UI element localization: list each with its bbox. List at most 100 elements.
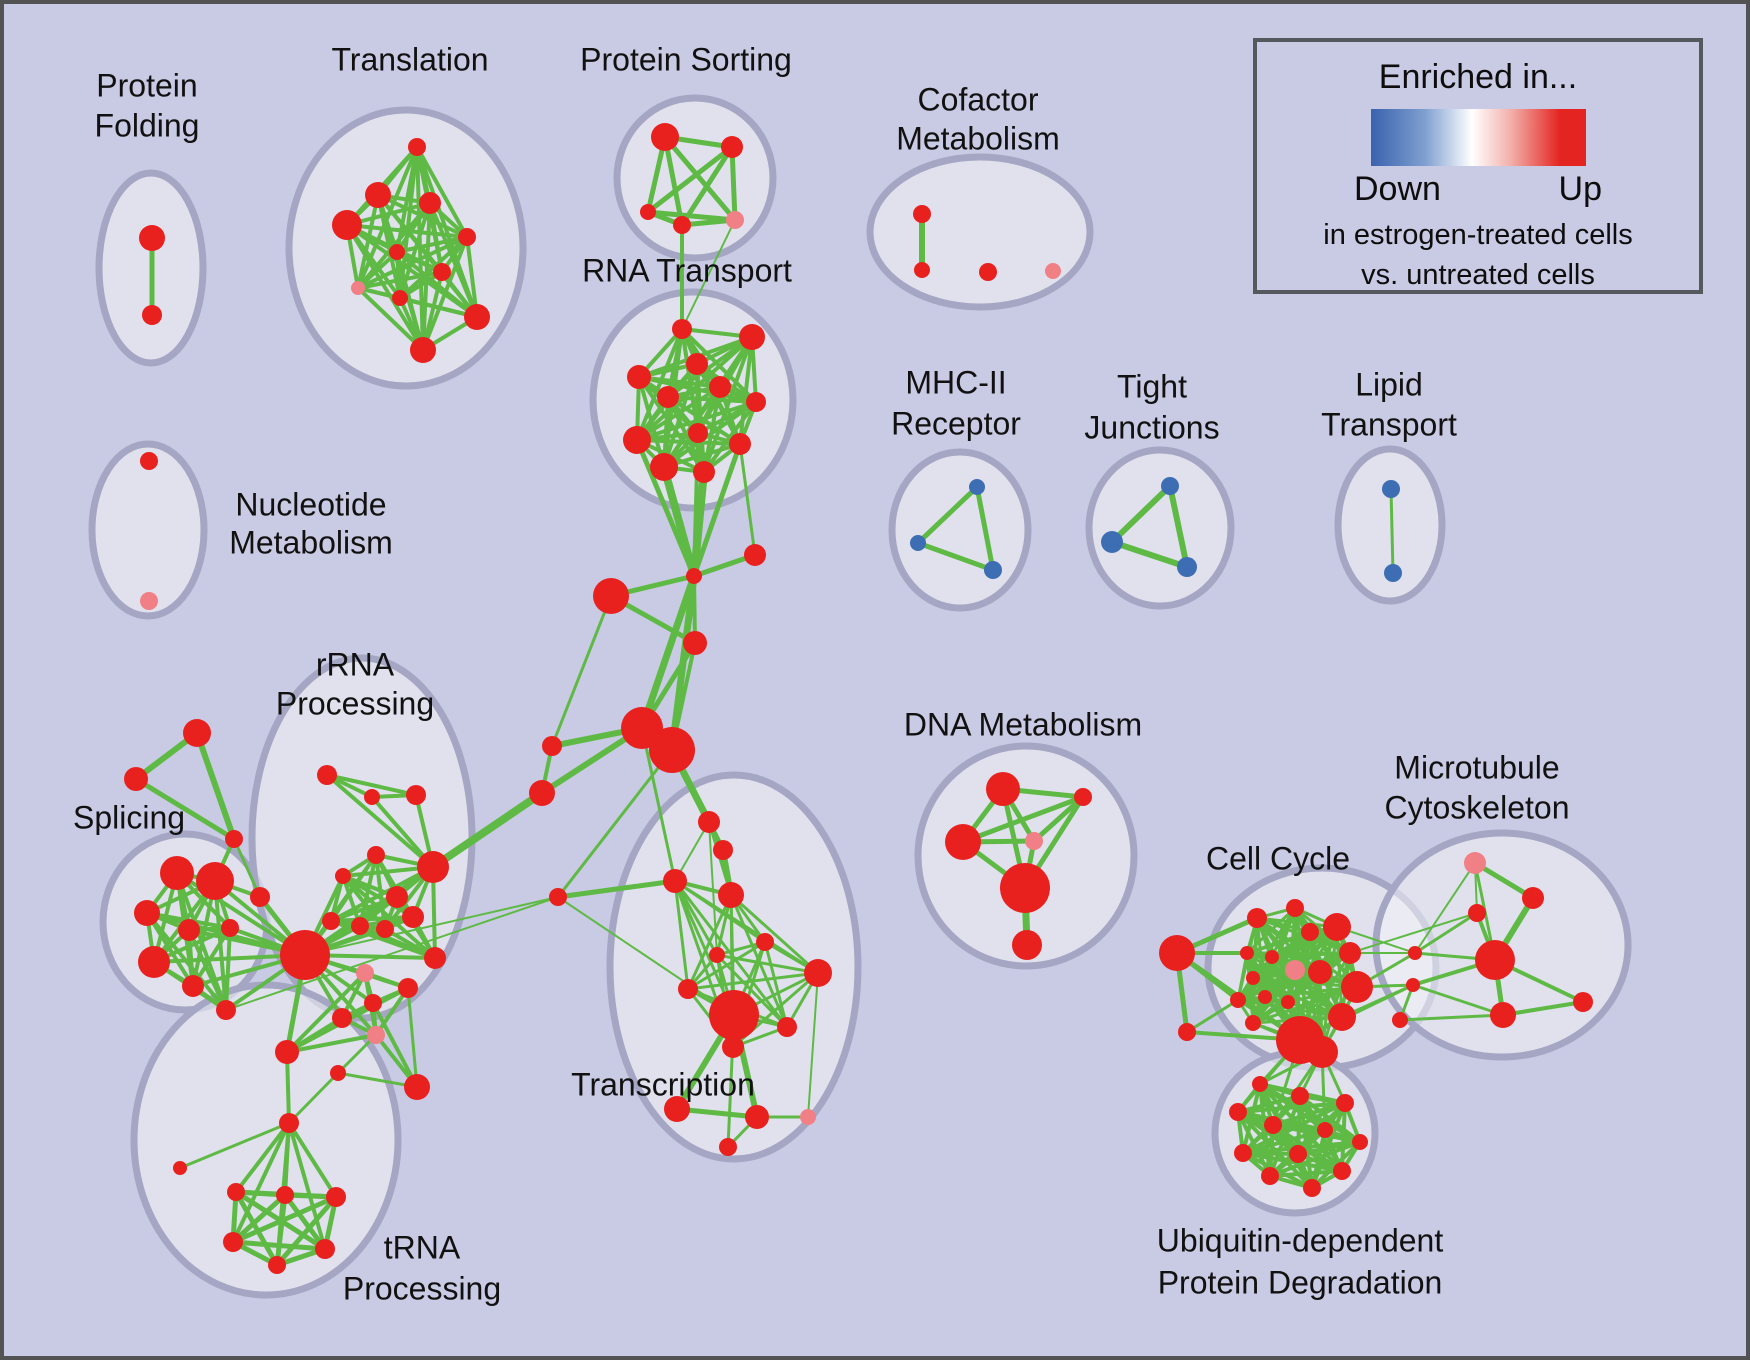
edge-r1-r6 <box>325 773 435 869</box>
node-c18 <box>1328 1003 1356 1031</box>
edge-ps2-ps5 <box>729 144 738 223</box>
cluster-label-nucleotide-metabolism: Nucleotide <box>235 486 386 522</box>
node-s4 <box>178 919 200 941</box>
edge-t8-t11 <box>356 286 425 352</box>
node-m6 <box>1573 992 1593 1012</box>
node-c16 <box>1245 1015 1261 1031</box>
node-h3 <box>593 578 629 614</box>
edge-tr_h-tr_b <box>234 1121 291 1194</box>
cluster-ellipse-tight-junctions <box>1085 446 1235 610</box>
node-xh <box>709 990 759 1040</box>
node-c10 <box>1339 942 1361 964</box>
edge-ps1-ps4 <box>662 134 685 228</box>
node-ps2 <box>721 136 743 158</box>
edge-b1-m3 <box>1413 911 1479 955</box>
node-x14 <box>719 1138 737 1156</box>
edge-tr_i-tr_j <box>336 1071 419 1089</box>
node-tj3 <box>1177 557 1197 577</box>
edge-tr_d-tr_g <box>274 1194 339 1268</box>
node-r2 <box>364 789 380 805</box>
legend-subtitle-1: in estrogen-treated cells <box>1323 219 1633 251</box>
edge-sa-sc <box>194 730 237 842</box>
node-h1 <box>686 568 702 584</box>
node-tr_e <box>223 1232 243 1252</box>
node-tr_g <box>268 1256 286 1274</box>
node-s3 <box>134 900 160 926</box>
node-m4 <box>1475 940 1515 980</box>
node-t7 <box>433 263 451 281</box>
node-t5 <box>458 228 476 246</box>
cluster-label-ubiquitin-degradation: Protein Degradation <box>1158 1264 1443 1300</box>
edge-t1-t5 <box>415 145 469 239</box>
edge-tr_h-tr_d <box>287 1121 338 1199</box>
node-d6 <box>1012 930 1042 960</box>
edge-m1-m2 <box>1472 860 1536 901</box>
edge-tr_h-tr_e <box>231 1121 291 1244</box>
edge-m5-m7 <box>1398 1013 1505 1022</box>
edge-tj1-tj3 <box>1167 483 1190 570</box>
node-h6 <box>529 780 555 806</box>
node-s8 <box>216 1000 236 1020</box>
node-d2 <box>1074 788 1092 806</box>
node-c14 <box>1258 990 1272 1004</box>
cluster-ellipse-nucleotide-metabolism <box>88 440 208 620</box>
node-x5 <box>756 933 774 951</box>
node-s1 <box>160 856 194 890</box>
node-ps5 <box>726 211 744 229</box>
edge-b1-m1 <box>1414 862 1476 954</box>
node-tj1 <box>1161 477 1179 495</box>
edge-rt6-rt7 <box>666 395 758 404</box>
cluster-label-tight-junctions: Junctions <box>1084 409 1219 445</box>
cluster-label-tight-junctions: Tight <box>1117 368 1187 404</box>
node-t3 <box>419 192 441 214</box>
edge-rt9-h1 <box>634 437 697 579</box>
node-u7 <box>1234 1144 1252 1162</box>
node-r10 <box>351 917 369 935</box>
edge-tr_c-tr_e <box>230 1192 288 1245</box>
node-ps1 <box>651 123 679 151</box>
edge-tr_j-r17 <box>406 986 419 1089</box>
cluster-label-ubiquitin-degradation: Ubiquitin-dependent <box>1157 1222 1444 1258</box>
node-r6 <box>417 851 449 883</box>
edge-u10-u11 <box>1268 1169 1344 1178</box>
node-d5 <box>1000 863 1050 913</box>
edge-s8-h7 <box>225 896 559 1011</box>
node-t4 <box>332 210 362 240</box>
node-m5 <box>1490 1002 1516 1028</box>
edge-rt2-rt10 <box>738 335 754 446</box>
node-c2 <box>1247 908 1267 928</box>
edge-h6-r6 <box>429 789 546 871</box>
edge-c10-m3 <box>1349 912 1478 954</box>
cluster-label-protein-folding: Folding <box>95 107 200 143</box>
node-h4 <box>683 631 707 655</box>
edge-t4-t5 <box>345 223 469 239</box>
node-l2 <box>1384 564 1402 582</box>
node-d4 <box>945 824 981 860</box>
edge-tr_d-tr_e <box>230 1194 339 1245</box>
node-rt1 <box>672 319 692 339</box>
edge-c10-c16 <box>1251 951 1352 1025</box>
edge-rt9-rt10 <box>635 438 742 446</box>
node-rt2 <box>739 324 765 350</box>
edge-rt8-h1 <box>692 431 700 578</box>
node-tj2 <box>1101 531 1123 553</box>
edge-mh2-mh3 <box>915 540 996 573</box>
node-c9 <box>1308 960 1332 984</box>
node-rt5 <box>709 376 731 398</box>
edge-c10-ch2 <box>1320 951 1352 1054</box>
cluster-label-microtubule-cytoskeleton: Microtubule <box>1394 749 1559 785</box>
cluster-ellipse-cofactor-metabolism <box>866 153 1094 311</box>
edge-r13-r19 <box>285 971 367 1054</box>
node-m2 <box>1522 887 1544 909</box>
node-tr_d <box>326 1187 346 1207</box>
node-x10 <box>722 1036 744 1058</box>
edge-ps2-ps4 <box>679 144 735 228</box>
cluster-label-mhc-ii-receptor: MHC-II <box>905 364 1006 400</box>
edge-x1-x6 <box>708 821 718 956</box>
edge-ps2-ps3 <box>645 144 735 215</box>
node-b2 <box>1406 978 1420 992</box>
node-t9 <box>392 290 408 306</box>
edge-h7-x3 <box>555 878 678 900</box>
node-rt6 <box>657 386 679 408</box>
